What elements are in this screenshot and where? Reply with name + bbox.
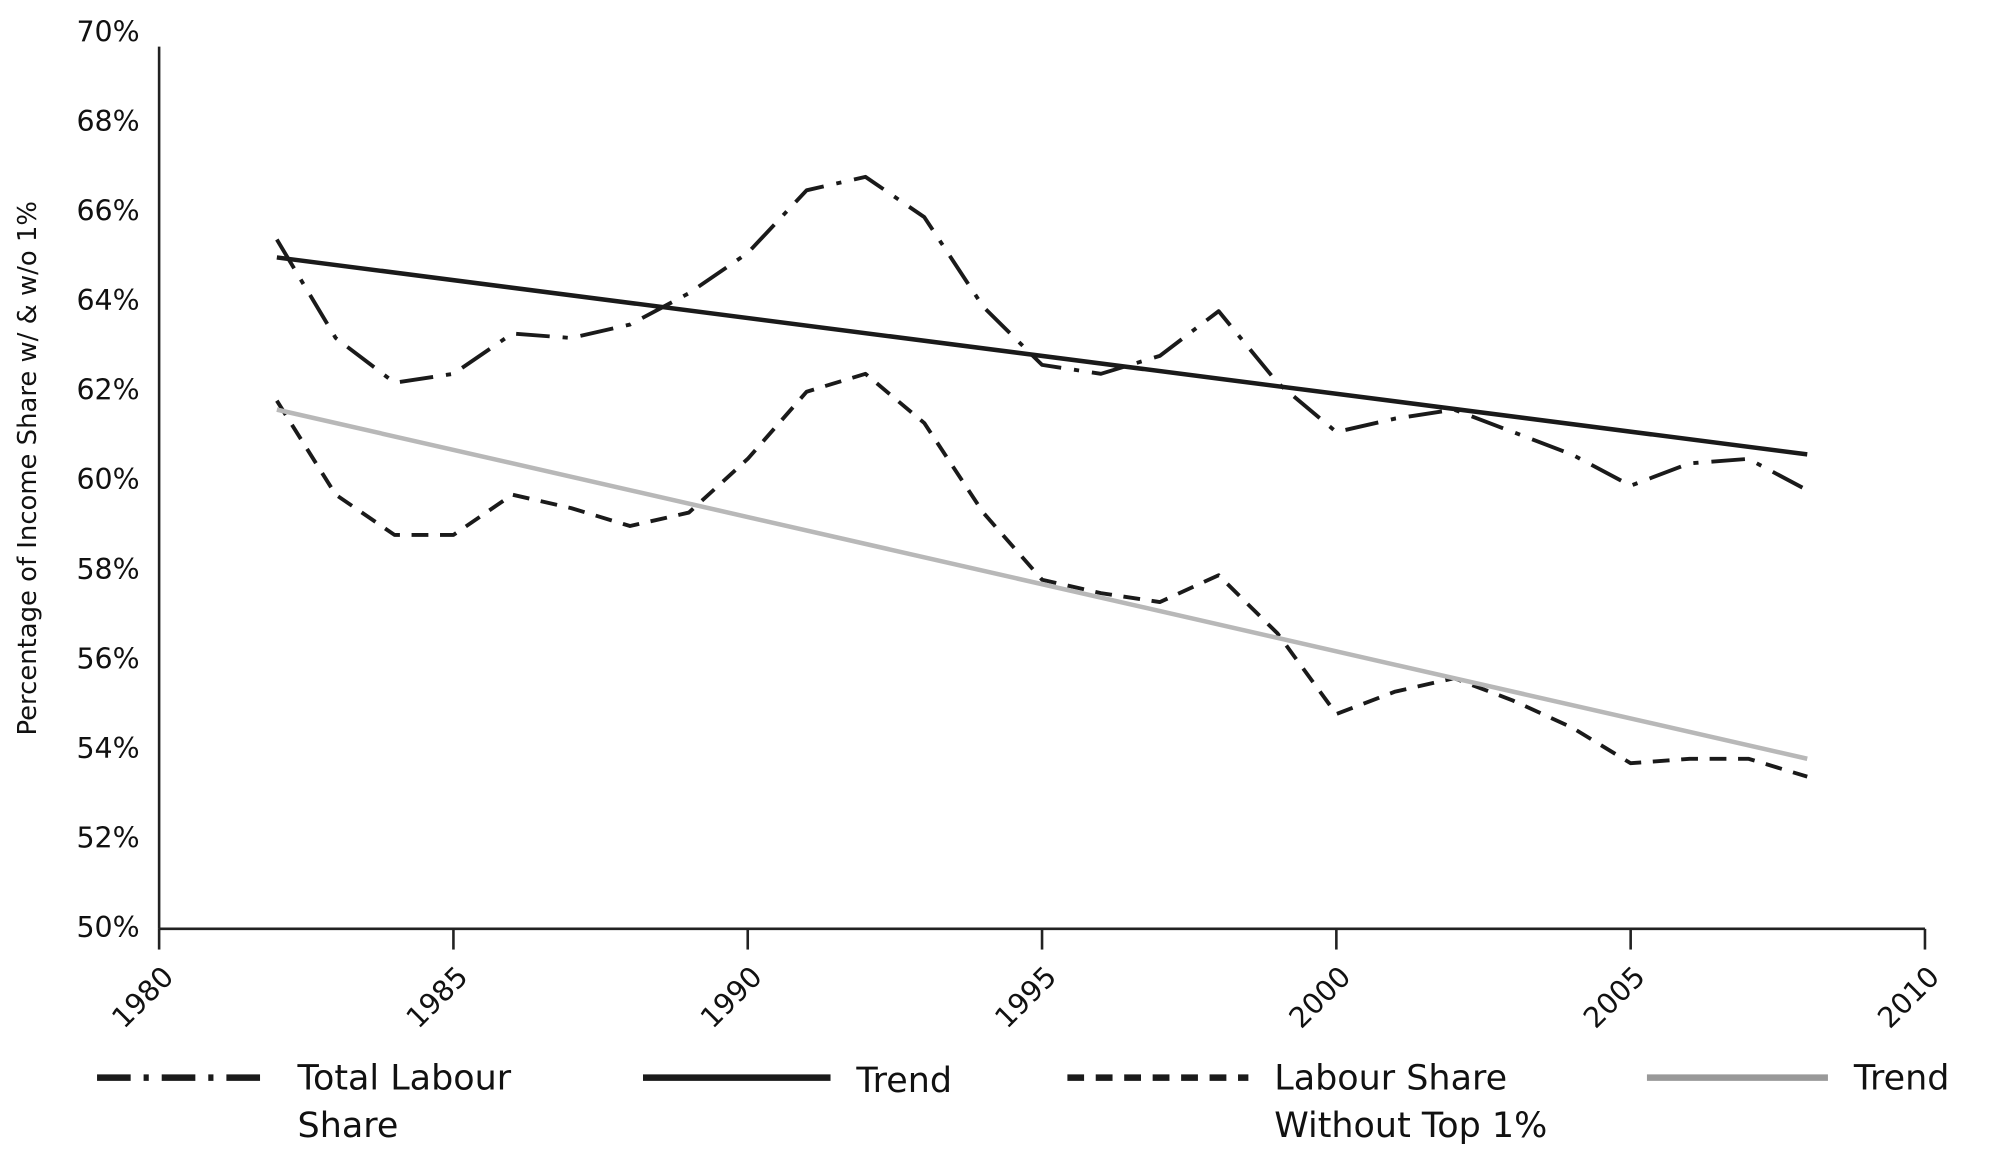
legend-item: Labour Share Without Top 1% (1067, 1054, 1584, 1150)
x-tick-label: 2005 (1577, 960, 1652, 1035)
legend-swatch (1646, 1074, 1828, 1081)
y-tick-label: 70% (76, 16, 139, 49)
legend-swatch (97, 1074, 272, 1081)
y-tick-label: 58% (76, 553, 139, 586)
legend-item: Trend (642, 1054, 1115, 1104)
y-tick-label: 54% (76, 732, 139, 765)
chart: Percentage of Income Share w/ & w/o 1% 5… (13, 16, 1946, 1035)
series-line (276, 255, 1808, 457)
x-tick-label: 1980 (106, 960, 181, 1035)
y-tick-label: 66% (76, 195, 139, 228)
x-tick-label: 1985 (400, 960, 475, 1035)
y-tick-label: 50% (76, 911, 139, 944)
legend-swatch (1067, 1074, 1249, 1081)
series-line (275, 174, 1809, 492)
series-line (275, 371, 1808, 779)
x-tick-label: 2010 (1871, 960, 1946, 1035)
y-tick-label: 68% (76, 105, 139, 138)
x-tick-label: 1995 (988, 960, 1063, 1035)
legend-label: Labour Share Without Top 1% (1274, 1058, 1548, 1147)
y-tick-label: 62% (76, 374, 139, 407)
y-tick-label: 60% (76, 463, 139, 496)
y-tick-label: 64% (76, 284, 139, 317)
x-tick-label: 1990 (694, 960, 769, 1035)
x-tick-label: 2000 (1283, 960, 1358, 1035)
legend-item: Trend (1646, 1054, 2000, 1102)
legend-label: Trend (856, 1060, 953, 1101)
legend-label: Trend (1853, 1058, 1950, 1099)
y-axis-title: Percentage of Income Share w/ & w/o 1% (13, 201, 43, 735)
y-tick-label: 56% (76, 642, 139, 675)
legend-label: Total Labour Share (297, 1058, 512, 1147)
legend-swatch (642, 1074, 831, 1081)
legend-item: Total Labour Share (97, 1054, 556, 1150)
series-line (276, 407, 1808, 761)
y-tick-label: 52% (76, 821, 139, 854)
